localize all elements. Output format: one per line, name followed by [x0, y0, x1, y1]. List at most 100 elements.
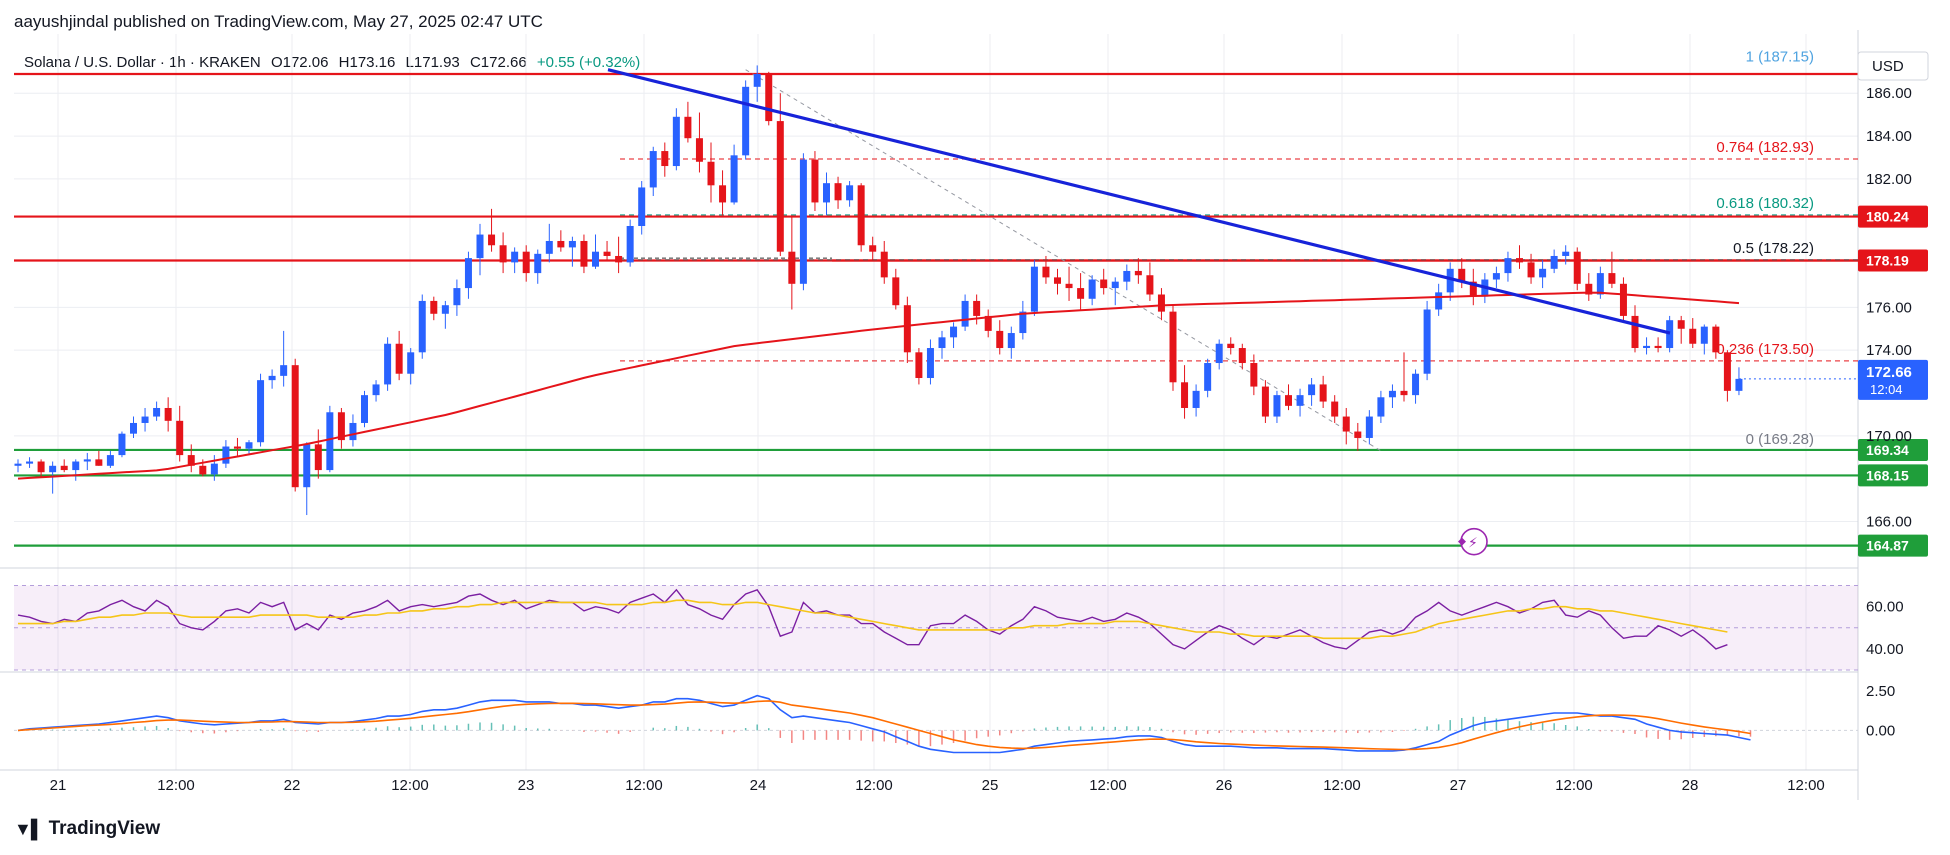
- candle-body-73: [857, 185, 865, 246]
- trendline: [607, 68, 1671, 335]
- candle-body-50: [592, 251, 599, 267]
- tradingview-logo-icon: ▼▌: [14, 818, 44, 839]
- candle-body-58: [684, 116, 692, 139]
- candle-body-134: [1562, 251, 1570, 256]
- candle-body-92: [1077, 288, 1085, 299]
- fib-label-3: 0.5 (178.22): [1733, 240, 1814, 257]
- candle-body-34: [407, 352, 415, 374]
- resistance-1-tag-text: 180.24: [1866, 209, 1909, 225]
- candle-body-89: [1042, 266, 1050, 278]
- candle-body-94: [1100, 279, 1108, 289]
- candle-body-19: [233, 446, 241, 449]
- support-0-tag-text: 169.34: [1866, 442, 1909, 458]
- candle-body-97: [1134, 270, 1142, 276]
- candle-body-111: [1296, 395, 1304, 406]
- candle-body-53: [626, 225, 634, 263]
- candle-body-0: [14, 463, 22, 466]
- macd-panel: 2.50 0.00: [14, 683, 1895, 754]
- candle-body-132: [1539, 268, 1547, 278]
- rsi-series-1: [18, 599, 1728, 640]
- time-tick-3: 12:00: [391, 777, 429, 794]
- ema-line: [17, 291, 1740, 480]
- time-tick-7: 12:00: [855, 777, 893, 794]
- candle-body-6: [83, 459, 91, 462]
- candle-body-48: [568, 240, 576, 248]
- candle-body-28: [337, 412, 345, 441]
- candle-body-62: [730, 155, 738, 203]
- candlesticks: [14, 65, 1743, 516]
- macd-tick-1: 0.00: [1866, 722, 1895, 739]
- candle-body-20: [245, 442, 253, 449]
- candle-body-64: [753, 73, 761, 87]
- panel-backgrounds: [0, 30, 1859, 800]
- publish-info: aayushjindal published on TradingView.co…: [14, 12, 543, 31]
- candle-body-88: [1030, 266, 1038, 312]
- resistance-2-tag-text: 178.19: [1866, 252, 1909, 268]
- candle-body-66: [776, 121, 784, 252]
- candle-body-124: [1446, 268, 1454, 293]
- candle-body-37: [441, 305, 449, 314]
- time-tick-6: 24: [750, 777, 767, 794]
- candle-body-36: [430, 300, 438, 314]
- candle-body-43: [511, 251, 519, 263]
- candle-body-137: [1596, 273, 1604, 295]
- candle-body-3: [49, 465, 57, 473]
- macd-series-1: [17, 700, 1751, 751]
- time-tick-14: 28: [1682, 777, 1699, 794]
- candle-body-7: [95, 459, 103, 466]
- candle-body-1: [26, 461, 34, 464]
- time-tick-9: 12:00: [1089, 777, 1127, 794]
- candle-body-52: [615, 255, 623, 263]
- legend-symbol: Solana / U.S. Dollar · 1h · KRAKEN: [24, 54, 261, 71]
- support-2-tag-text: 164.87: [1866, 538, 1909, 554]
- candle-body-47: [557, 240, 565, 248]
- candle-body-21: [257, 380, 265, 443]
- candle-body-61: [719, 185, 727, 203]
- time-tick-15: 12:00: [1787, 777, 1825, 794]
- candle-body-63: [742, 86, 750, 156]
- candle-body-140: [1631, 315, 1639, 349]
- fibonacci-levels: 1 (187.15) 0.764 (182.93) 0.618 (180.32) 0.…: [620, 49, 1858, 452]
- candle-body-87: [1019, 311, 1027, 334]
- legend-high: H173.16: [338, 54, 396, 71]
- candle-body-82: [961, 300, 969, 327]
- candle-body-122: [1423, 309, 1431, 374]
- candle-body-40: [476, 234, 484, 259]
- candle-body-77: [903, 305, 911, 353]
- price-levels: 180.24 178.19 169.34 168.15 164.87 172.6612:0…: [14, 72, 1928, 557]
- macd-series-0: [17, 694, 1751, 754]
- candle-body-51: [603, 251, 611, 256]
- candle-body-109: [1273, 395, 1281, 417]
- candle-body-105: [1227, 343, 1235, 349]
- candle-body-42: [499, 245, 507, 263]
- tradingview-brand[interactable]: ▼▌ TradingView: [14, 818, 160, 840]
- candle-body-142: [1654, 345, 1662, 349]
- candle-body-41: [488, 234, 496, 246]
- candle-body-118: [1377, 397, 1385, 417]
- candle-body-80: [938, 337, 946, 349]
- time-tick-5: 12:00: [625, 777, 663, 794]
- price-tick-0: 186.00: [1866, 85, 1912, 102]
- candle-body-13: [164, 407, 172, 421]
- candle-body-90: [1054, 277, 1061, 284]
- rsi-panel: 60.00 40.00: [14, 585, 1904, 671]
- resistance-1-tag: [1858, 205, 1928, 228]
- candle-body-67: [788, 251, 796, 284]
- candle-body-44: [522, 251, 530, 274]
- currency-button: [1857, 51, 1929, 81]
- currency-label: USD: [1872, 58, 1904, 75]
- candle-body-95: [1111, 281, 1119, 289]
- candle-body-99: [1157, 294, 1165, 312]
- candle-body-38: [453, 288, 461, 306]
- candle-body-23: [280, 365, 288, 376]
- current-price-tag: [1858, 359, 1928, 400]
- candle-body-133: [1550, 255, 1558, 269]
- candle-body-55: [649, 151, 657, 188]
- candle-body-101: [1181, 382, 1189, 408]
- current-price-text: 172.66: [1866, 364, 1912, 381]
- candle-body-125: [1458, 268, 1466, 282]
- resistance-2-tag: [1858, 249, 1928, 272]
- support-1-tag: [1858, 464, 1928, 487]
- candle-body-145: [1689, 328, 1697, 344]
